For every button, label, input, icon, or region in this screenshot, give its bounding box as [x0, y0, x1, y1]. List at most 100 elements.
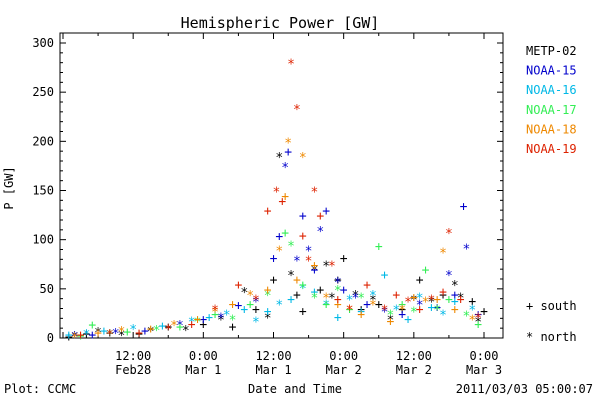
- south-point-noaa-16: +: [381, 268, 389, 283]
- south-point-noaa-15: +: [88, 328, 96, 343]
- north-point-noaa-16: *: [369, 289, 377, 304]
- south-point-noaa-15: +: [460, 199, 468, 214]
- north-point-noaa-19: *: [445, 227, 453, 242]
- south-point-noaa-16: +: [404, 312, 412, 327]
- legend-entry-noaa-17: NOAA-17: [526, 103, 577, 117]
- south-point-metp-02: +: [340, 251, 348, 266]
- north-point-noaa-15: *: [281, 161, 289, 176]
- north-point-noaa-16: *: [322, 299, 330, 314]
- legend-entry-noaa-18: NOAA-18: [526, 122, 577, 136]
- north-point-metp-02: *: [94, 326, 102, 341]
- south-point-noaa-15: +: [451, 288, 459, 303]
- south-point-noaa-19: +: [188, 317, 196, 332]
- north-point-noaa-19: *: [106, 328, 114, 343]
- north-point-noaa-19: *: [404, 296, 412, 311]
- south-point-noaa-18: +: [281, 189, 289, 204]
- south-point-metp-02: +: [468, 295, 476, 310]
- y-tick-label: 300: [32, 36, 54, 50]
- south-point-noaa-18: +: [410, 291, 418, 306]
- south-point-noaa-19: +: [416, 303, 424, 318]
- south-point-metp-02: +: [82, 327, 90, 342]
- north-point-noaa-16: *: [188, 315, 196, 330]
- south-point-noaa-17: +: [375, 240, 383, 255]
- north-point-noaa-18: *: [284, 136, 292, 151]
- footer-credit: Plot: CCMC: [4, 382, 76, 396]
- y-tick-label: 150: [32, 184, 54, 198]
- north-point-metp-02: *: [147, 325, 155, 340]
- north-point-metp-02: *: [311, 264, 319, 279]
- south-point-metp-02: +: [316, 283, 324, 298]
- north-point-metp-02: *: [287, 269, 295, 284]
- y-tick-label: 250: [32, 85, 54, 99]
- south-point-noaa-15: +: [299, 209, 307, 224]
- south-point-noaa-15: +: [141, 324, 149, 339]
- south-point-noaa-17: +: [88, 318, 96, 333]
- north-point-noaa-15: *: [176, 319, 184, 334]
- x-tick-time-label: 12:00: [115, 349, 151, 363]
- south-point-metp-02: +: [398, 303, 406, 318]
- north-point-noaa-16: *: [468, 304, 476, 319]
- south-point-noaa-17: +: [211, 307, 219, 322]
- x-axis-label: Date and Time: [248, 382, 342, 396]
- data-points: +* + * + * + * + * + * +*+*+**++*+**++*+*+*+*+*+** +…: [65, 58, 488, 346]
- south-point-noaa-15: +: [284, 145, 292, 160]
- x-tick-time-label: 0:00: [470, 349, 499, 363]
- south-point-noaa-17: +: [299, 278, 307, 293]
- south-point-metp-02: +: [252, 303, 260, 318]
- north-point-noaa-16: *: [346, 294, 354, 309]
- north-point-noaa-18: *: [118, 325, 126, 340]
- south-point-metp-02: +: [299, 304, 307, 319]
- north-point-noaa-19: *: [328, 259, 336, 274]
- south-point-noaa-18: +: [357, 307, 365, 322]
- south-point-metp-02: +: [135, 327, 143, 342]
- y-tick-label: 0: [47, 331, 54, 345]
- south-point-noaa-18: +: [387, 314, 395, 329]
- south-point-noaa-17: +: [176, 320, 184, 335]
- north-point-metp-02: *: [71, 330, 79, 345]
- south-point-noaa-15: +: [270, 251, 278, 266]
- footer-timestamp: 2011/03/03 05:00:07: [456, 382, 593, 396]
- north-point-noaa-15: *: [217, 311, 225, 326]
- south-point-metp-02: +: [270, 273, 278, 288]
- south-point-noaa-18: +: [264, 283, 272, 298]
- south-point-noaa-16: +: [158, 319, 166, 334]
- south-point-noaa-19: +: [457, 293, 465, 308]
- north-point-noaa-17: *: [287, 240, 295, 255]
- north-point-noaa-17: *: [357, 292, 365, 307]
- north-point-noaa-19: *: [346, 304, 354, 319]
- north-point-noaa-16: *: [252, 315, 260, 330]
- south-point-noaa-19: +: [264, 204, 272, 219]
- north-point-noaa-18: *: [170, 319, 178, 334]
- x-tick-date-label: Mar 2: [326, 363, 362, 377]
- north-point-metp-02: *: [457, 292, 465, 307]
- north-point-noaa-16: *: [392, 304, 400, 319]
- north-point-noaa-17: *: [410, 305, 418, 320]
- symbol-legend-north: * north: [526, 330, 577, 344]
- south-point-noaa-18: +: [293, 273, 301, 288]
- south-point-metp-02: +: [199, 317, 207, 332]
- north-point-metp-02: *: [217, 313, 225, 328]
- north-point-noaa-17: *: [463, 309, 471, 324]
- north-point-noaa-17: *: [387, 308, 395, 323]
- north-point-metp-02: *: [427, 296, 435, 311]
- north-point-noaa-19: *: [474, 311, 482, 326]
- south-point-noaa-15: +: [340, 283, 348, 298]
- north-point-noaa-15: *: [463, 243, 471, 258]
- legend: METP-02 NOAA-15 NOAA-16 NOAA-17 NOAA-18 NOAA-…: [526, 44, 577, 156]
- y-tick-label: 50: [40, 282, 54, 296]
- north-point-noaa-17: *: [264, 289, 272, 304]
- south-point-noaa-16: +: [240, 303, 248, 318]
- north-point-metp-02: *: [369, 294, 377, 309]
- south-point-noaa-18: +: [451, 303, 459, 318]
- south-point-noaa-17: +: [398, 298, 406, 313]
- south-point-metp-02: +: [357, 303, 365, 318]
- north-point-noaa-16: *: [129, 323, 137, 338]
- legend-entry-noaa-19: NOAA-19: [526, 142, 577, 156]
- north-point-noaa-16: *: [439, 308, 447, 323]
- north-point-metp-02: *: [451, 279, 459, 294]
- y-axis-label: P [GW]: [2, 166, 16, 209]
- south-point-noaa-18: +: [229, 298, 237, 313]
- south-point-noaa-17: +: [445, 293, 453, 308]
